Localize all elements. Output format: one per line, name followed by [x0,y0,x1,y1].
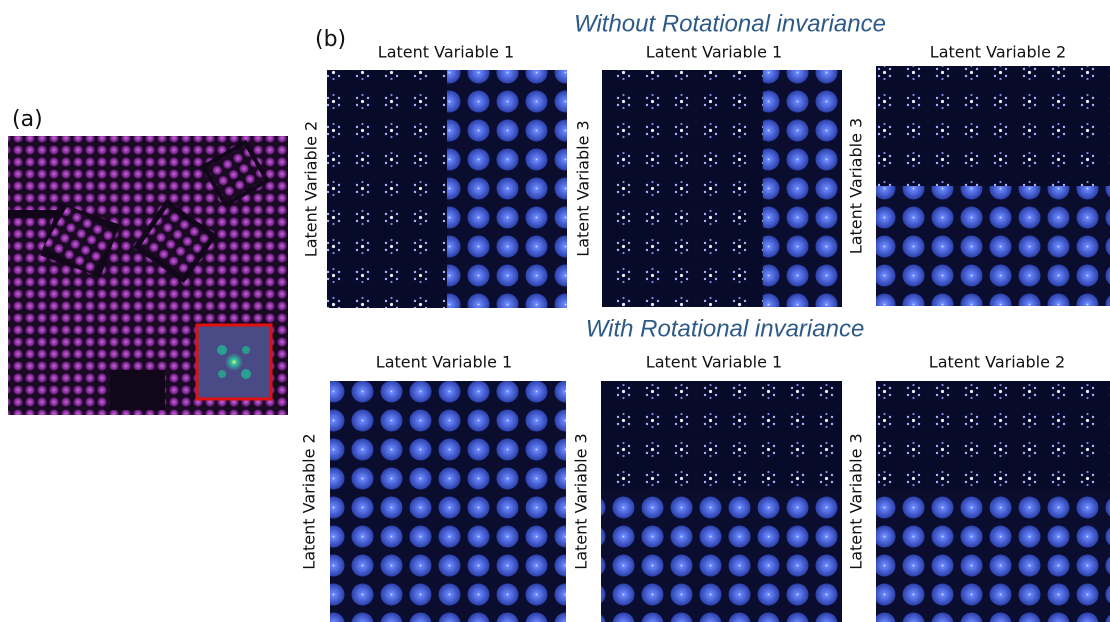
y-axis-label: Latent Variable 3 [572,433,591,569]
panel-a-image [8,136,288,415]
panel-b-label: (b) [315,27,346,52]
y-axis-label: Latent Variable 2 [302,121,321,257]
inset-peak [218,370,226,378]
page: (a) (b) Without Rotational invariance Wi… [0,0,1110,622]
grain-boundary [110,370,165,410]
inset-peak [225,353,243,371]
latent-image [876,381,1110,489]
latent-image [327,70,447,308]
latent-image [601,381,842,489]
latent-image [876,489,1110,622]
latent-image [601,489,842,622]
inset-peak [217,345,227,355]
section-title: With Rotational invariance [586,315,865,342]
grain-boundary [8,210,58,218]
inset-peak [241,369,251,379]
latent-image [876,66,1110,186]
latent-image [447,70,567,308]
section-title: Without Rotational invariance [574,10,886,37]
x-axis-label: Latent Variable 1 [378,43,514,62]
y-axis-label: Latent Variable 2 [300,433,319,569]
latent-image [763,70,842,307]
y-axis-label: Latent Variable 3 [847,433,866,569]
x-axis-label: Latent Variable 1 [646,353,782,372]
y-axis-label: Latent Variable 3 [574,120,593,256]
inset-peak [242,346,250,354]
x-axis-label: Latent Variable 2 [930,43,1066,62]
x-axis-label: Latent Variable 1 [376,353,512,372]
latent-image [876,186,1110,306]
y-axis-label: Latent Variable 3 [847,118,866,254]
panel-a-label: (a) [12,107,43,132]
x-axis-label: Latent Variable 2 [929,353,1065,372]
x-axis-label: Latent Variable 1 [646,43,782,62]
latent-image [330,381,566,622]
figure: (a) (b) Without Rotational invariance Wi… [0,0,1110,622]
latent-image [602,70,763,307]
